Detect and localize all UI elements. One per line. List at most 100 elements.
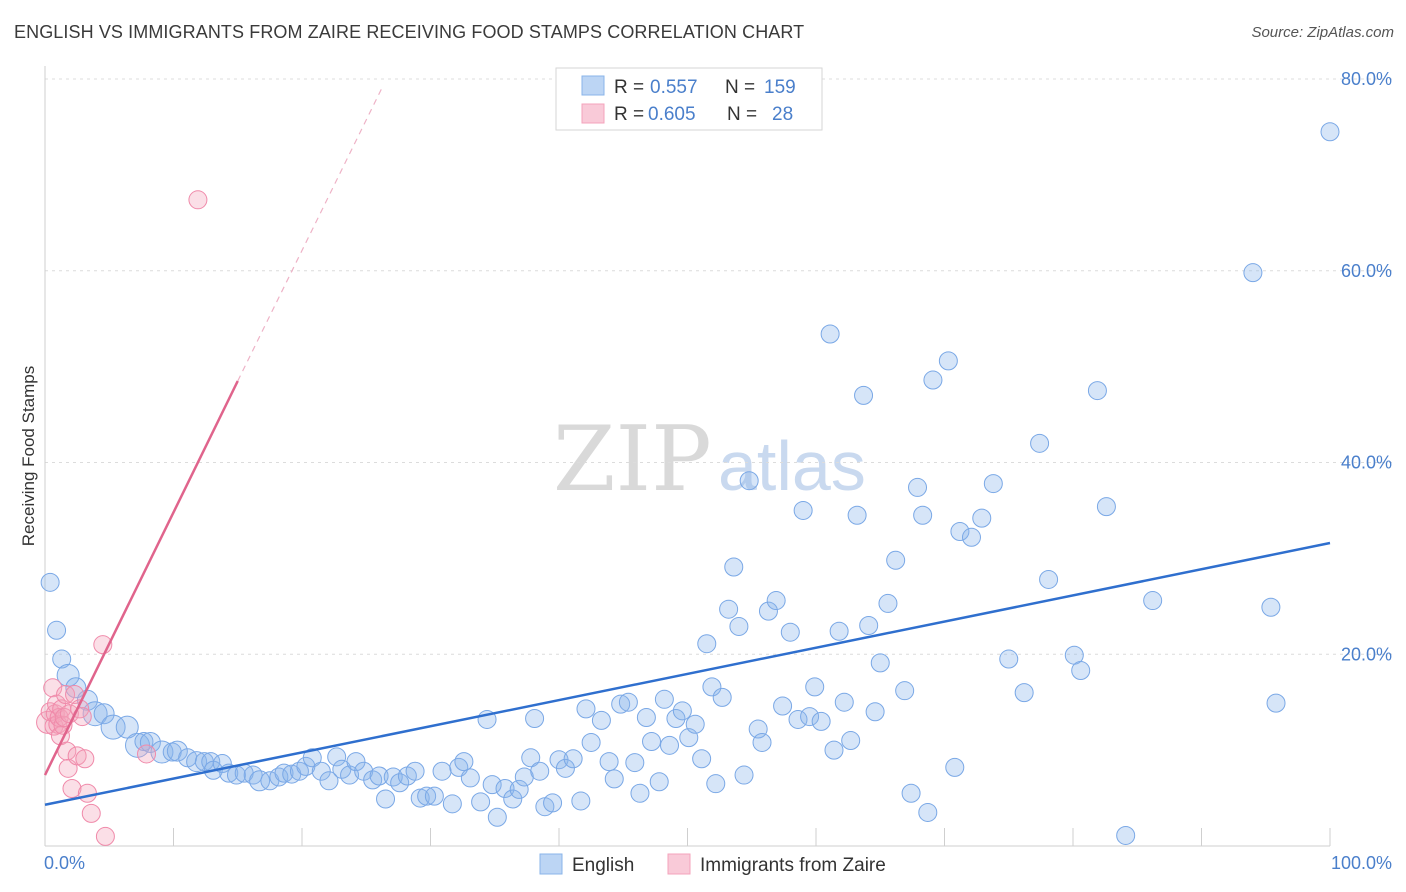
english-point — [908, 477, 928, 497]
english-point — [972, 508, 992, 528]
english-point — [625, 753, 645, 773]
english-point — [487, 807, 507, 827]
english-point — [654, 689, 674, 709]
english-point — [563, 749, 583, 769]
english-point — [829, 621, 849, 641]
english-point — [604, 769, 624, 789]
english-point — [40, 572, 60, 592]
zaire-trendline-extension — [237, 88, 383, 382]
zaire-point — [188, 190, 208, 210]
zaire-point — [67, 746, 87, 766]
stats-swatch-zaire — [581, 103, 605, 124]
english-point — [913, 505, 933, 525]
english-point — [706, 774, 726, 794]
english-point — [186, 751, 208, 773]
english-point — [660, 735, 680, 755]
english-point — [581, 732, 601, 752]
y-tick-label: 80.0% — [1341, 69, 1392, 89]
english-point — [47, 620, 67, 640]
english-point — [115, 715, 139, 739]
english-point — [702, 677, 722, 697]
zaire-point — [95, 826, 115, 846]
english-point — [752, 732, 772, 752]
english-point — [100, 714, 126, 740]
english-point — [525, 708, 545, 728]
english-point — [319, 771, 339, 791]
series-legend: English Immigrants from Zaire — [539, 853, 886, 876]
english-point — [961, 527, 981, 547]
english-point — [471, 792, 491, 812]
english-point — [692, 749, 712, 769]
english-point — [1014, 683, 1034, 703]
english-point — [1087, 381, 1107, 401]
chart-title: ENGLISH VS IMMIGRANTS FROM ZAIRE RECEIVI… — [14, 22, 805, 42]
english-point — [697, 634, 717, 654]
stats-zaire-n-label: N = — [727, 104, 757, 125]
english-point — [269, 767, 289, 787]
english-point — [139, 731, 161, 753]
zaire-trendline — [43, 380, 239, 776]
x-tick-label-min: 0.0% — [44, 853, 85, 873]
legend-swatch-english — [539, 853, 563, 875]
english-point — [390, 773, 410, 793]
english-point — [672, 701, 692, 721]
watermark: ZIP atlas — [553, 407, 866, 512]
tick-labels: 20.0% 40.0% 60.0% 80.0% 0.0% 100.0% — [44, 69, 1392, 873]
axes — [44, 66, 1331, 847]
stats-english-r-label: R = — [614, 77, 644, 98]
english-point — [432, 761, 452, 781]
english-point — [854, 385, 874, 405]
english-point — [369, 766, 389, 786]
stats-zaire-r-value: 0.605 — [648, 104, 696, 125]
english-point — [859, 615, 879, 635]
english-point — [923, 370, 943, 390]
english-point — [543, 793, 563, 813]
english-trendline — [44, 541, 1331, 806]
english-point — [52, 649, 72, 669]
english-point — [1243, 263, 1263, 283]
english-point — [410, 788, 430, 808]
english-point — [811, 711, 831, 731]
english-point — [509, 779, 529, 799]
english-point — [405, 761, 425, 781]
english-point — [611, 694, 631, 714]
y-tick-label: 20.0% — [1341, 644, 1392, 664]
english-point — [834, 692, 854, 712]
stats-legend: R = 0.557 N = 159 R = 0.605 N = 28 — [555, 67, 823, 131]
english-point — [521, 748, 541, 768]
english-point — [166, 740, 188, 762]
english-point — [847, 505, 867, 525]
english-point — [576, 699, 596, 719]
english-point — [719, 599, 739, 619]
english-point — [734, 765, 754, 785]
english-point — [1266, 693, 1286, 713]
english-point — [442, 794, 462, 814]
english-point — [249, 770, 271, 792]
english-point — [454, 752, 474, 772]
english-point — [666, 708, 686, 728]
english-point — [938, 351, 958, 371]
english-point — [460, 768, 480, 788]
english-point — [758, 601, 778, 621]
english-point — [1116, 825, 1136, 845]
english-point — [800, 707, 820, 727]
english-point — [950, 522, 970, 542]
watermark-atlas: atlas — [718, 427, 866, 505]
english-point — [724, 557, 744, 577]
english-point — [841, 731, 861, 751]
english-point — [805, 677, 825, 697]
english-point — [630, 783, 650, 803]
english-point — [945, 757, 965, 777]
english-point — [302, 748, 322, 768]
zaire-point — [75, 749, 95, 769]
x-tick-label-max: 100.0% — [1331, 853, 1392, 873]
watermark-zip: ZIP — [553, 407, 712, 512]
english-point — [729, 616, 749, 636]
english-point — [93, 703, 115, 725]
english-point — [901, 783, 921, 803]
english-point — [1143, 591, 1163, 611]
english-point — [895, 681, 915, 701]
english-point — [571, 791, 591, 811]
english-point — [311, 761, 331, 781]
english-point — [495, 778, 515, 798]
